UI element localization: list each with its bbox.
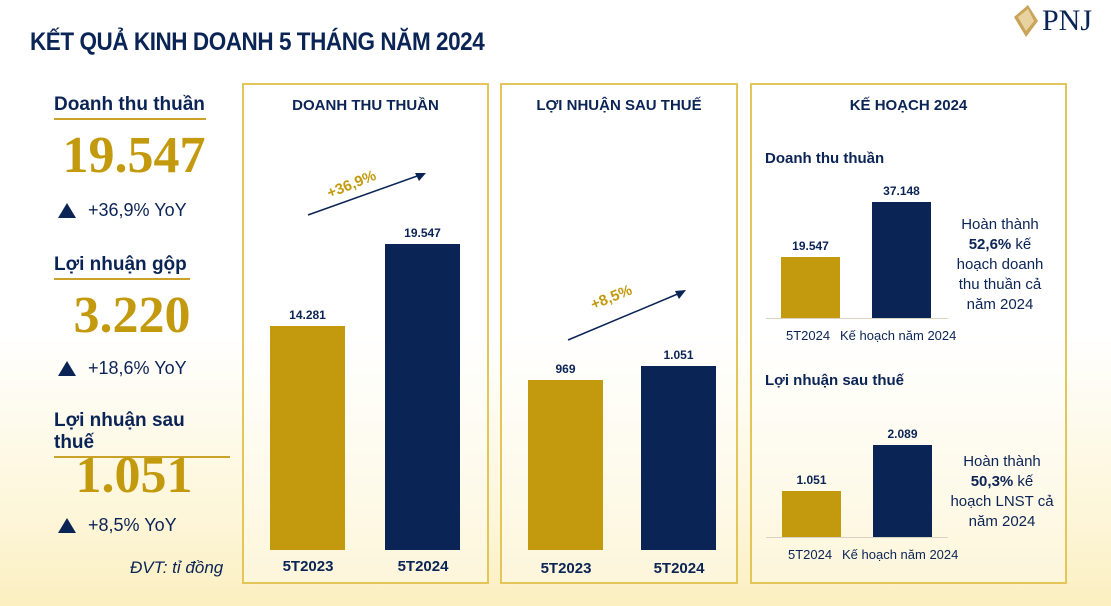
chart-title: LỢI NHUẬN SAU THUẾ [536,97,702,114]
data-label: 19.547 [792,238,829,253]
data-label: 14.281 [289,308,326,323]
bar-5t2024 [782,490,841,537]
note-line: kế [1013,473,1034,490]
category-label: 5T2024 [788,547,833,562]
note-line: Hoàn thành [961,216,1039,233]
note-line: năm 2024 [968,513,1036,530]
growth-arrow-icon [307,173,426,216]
up-triangle-icon [58,361,76,376]
category-label: 5T2024 [397,558,449,575]
data-label: 37.148 [883,184,920,198]
kpi-value-gross-profit: 3.220 [73,287,191,344]
category-label: Kế hoạch năm 2024 [840,328,957,343]
bar-5t2024 [385,244,460,550]
bar-5t2024 [641,366,716,550]
up-triangle-icon [58,203,76,218]
logo-text: PNJ [1042,4,1093,37]
data-label: 19.547 [404,226,441,240]
kpi-yoy-revenue: +36,9% YoY [58,200,187,221]
note-line: kế [1011,236,1032,253]
bar-kế-hoạch-năm-2024 [873,445,932,537]
plan-net-profit-note: Hoàn thành 50,3% kế hoạch LNST cả năm 20… [947,452,1057,532]
bar-5t2024 [781,256,840,318]
category-label: 5T2024 [653,560,705,577]
yoy-text: +18,6% YoY [88,358,187,378]
note-line: năm 2024 [966,296,1034,313]
category-label: 5T2023 [540,560,592,577]
plan-revenue-title: Doanh thu thuần [765,150,885,167]
chart-title: DOANH THU THUẦN [292,97,439,114]
data-label: 969 [555,362,576,377]
unit-note: ĐVT: tỉ đồng [130,558,224,577]
bar-5t2023 [270,326,345,550]
bar-kế-hoạch-năm-2024 [872,202,931,318]
x-axis-line [766,537,948,538]
kpi-label-net-profit: Lợi nhuận sau thuế [54,410,230,458]
data-label: 1.051 [796,472,827,487]
pnj-logo: PNJ [1012,2,1107,40]
yoy-text: +36,9% YoY [88,200,187,220]
plan-revenue-note: Hoàn thành 52,6% kế hoạch doanh thu thuầ… [945,215,1055,315]
note-line: Hoàn thành [963,453,1041,470]
note-percent: 52,6% [968,236,1012,253]
growth-arrow-icon [567,290,686,341]
plan-net-profit-title: Lợi nhuận sau thuế [765,372,904,389]
kpi-label-revenue: Doanh thu thuần [54,94,206,120]
note-line: thu thuần cả [958,276,1042,293]
note-line: hoạch doanh [956,256,1044,273]
kpi-value-net-profit: 1.051 [75,447,193,504]
bar-5t2023 [528,380,603,550]
note-line: hoạch LNST cả [950,493,1054,510]
kpi-label-gross-profit: Lợi nhuận gộp [54,254,190,280]
up-triangle-icon [58,518,76,533]
page-title: KẾT QUẢ KINH DOANH 5 THÁNG NĂM 2024 [30,28,485,56]
kpi-value-revenue: 19.547 [62,127,206,184]
note-percent: 50,3% [970,473,1014,490]
kpi-yoy-gross-profit: +18,6% YoY [58,358,187,379]
data-label: 2.089 [887,427,918,441]
kpi-yoy-net-profit: +8,5% YoY [58,515,177,536]
panel-title: KẾ HOẠCH 2024 [849,97,968,114]
yoy-text: +8,5% YoY [88,515,177,535]
category-label: Kế hoạch năm 2024 [842,547,959,562]
x-axis-line [766,318,948,319]
category-label: 5T2024 [786,328,831,343]
logo-mark-icon [1014,5,1038,37]
category-label: 5T2023 [282,558,334,575]
data-label: 1.051 [663,348,694,362]
